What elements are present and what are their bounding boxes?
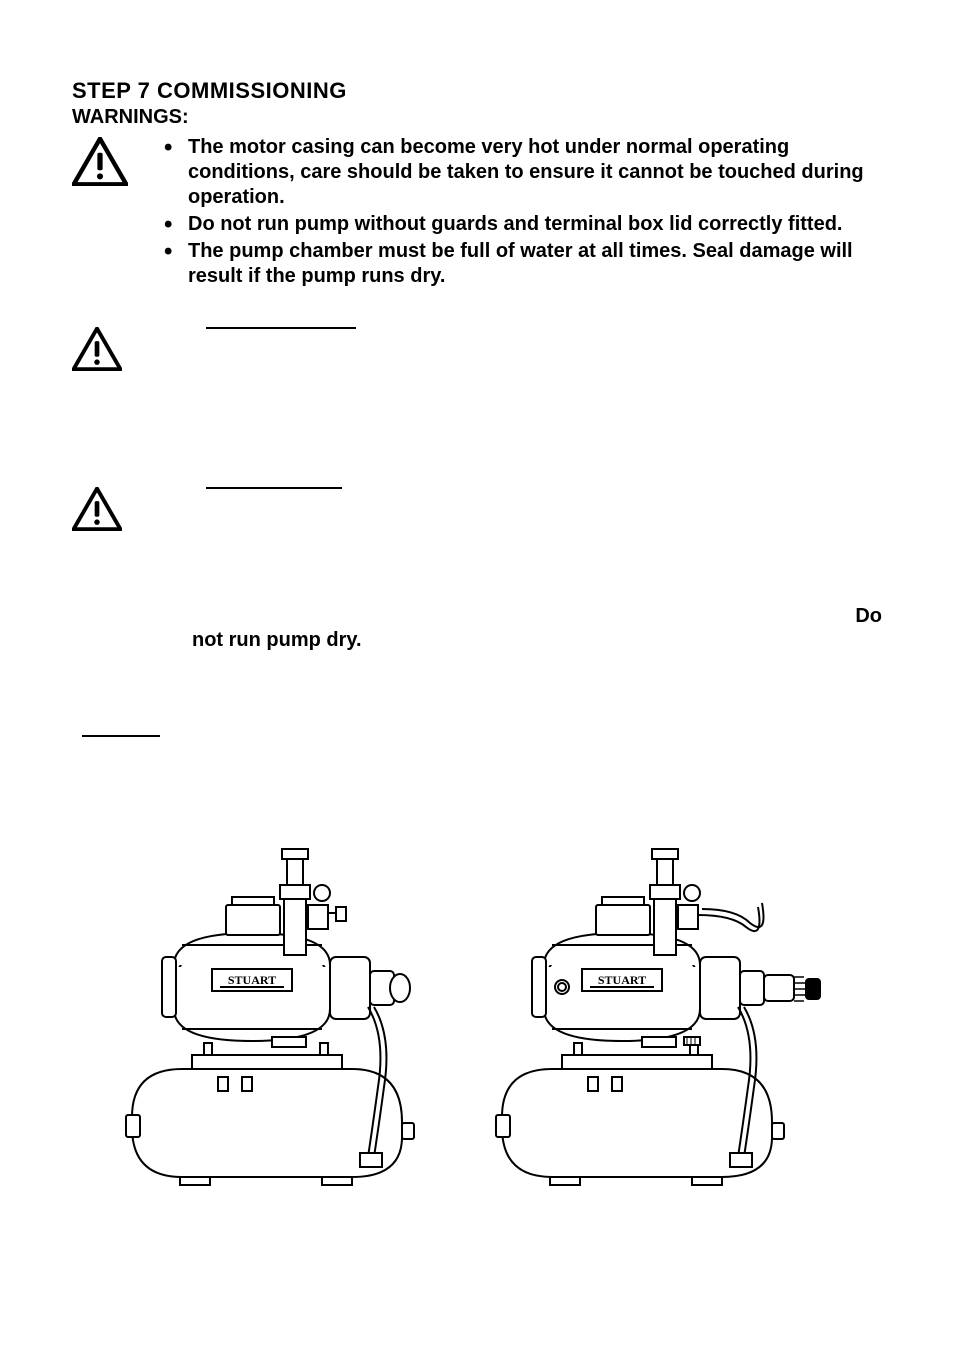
manual-page: STEP 7 COMMISSIONING WARNINGS: The motor…	[0, 0, 954, 1350]
warnings-block: The motor casing can become very hot und…	[72, 135, 882, 291]
svg-text:STUART: STUART	[598, 973, 646, 987]
nonflooded-section	[72, 487, 882, 537]
section-rule	[206, 327, 356, 329]
dry-run-not: not run pump dry.	[192, 629, 362, 652]
warning-item: The pump chamber must be full of water a…	[164, 239, 882, 289]
general-rule	[82, 735, 160, 737]
pump-diagrams: STUART	[72, 837, 882, 1197]
warnings-list: The motor casing can become very hot und…	[164, 135, 882, 291]
warning-triangle-icon	[72, 487, 122, 537]
warnings-label: WARNINGS:	[72, 106, 882, 129]
warning-item: Do not run pump without guards and termi…	[164, 212, 882, 237]
dry-run-do: Do	[855, 605, 882, 628]
warning-triangle-icon	[72, 137, 128, 193]
dry-run-warning: Do not run pump dry.	[72, 605, 882, 725]
warning-item: The motor casing can become very hot und…	[164, 135, 882, 210]
pump-diagram-left: STUART	[122, 837, 492, 1197]
section-rule	[206, 487, 342, 489]
flooded-section	[72, 327, 882, 377]
step-title: STEP 7 COMMISSIONING	[72, 78, 882, 104]
warning-triangle-icon	[72, 327, 122, 377]
pump-diagram-right: STUART	[492, 837, 862, 1197]
svg-text:STUART: STUART	[228, 973, 276, 987]
